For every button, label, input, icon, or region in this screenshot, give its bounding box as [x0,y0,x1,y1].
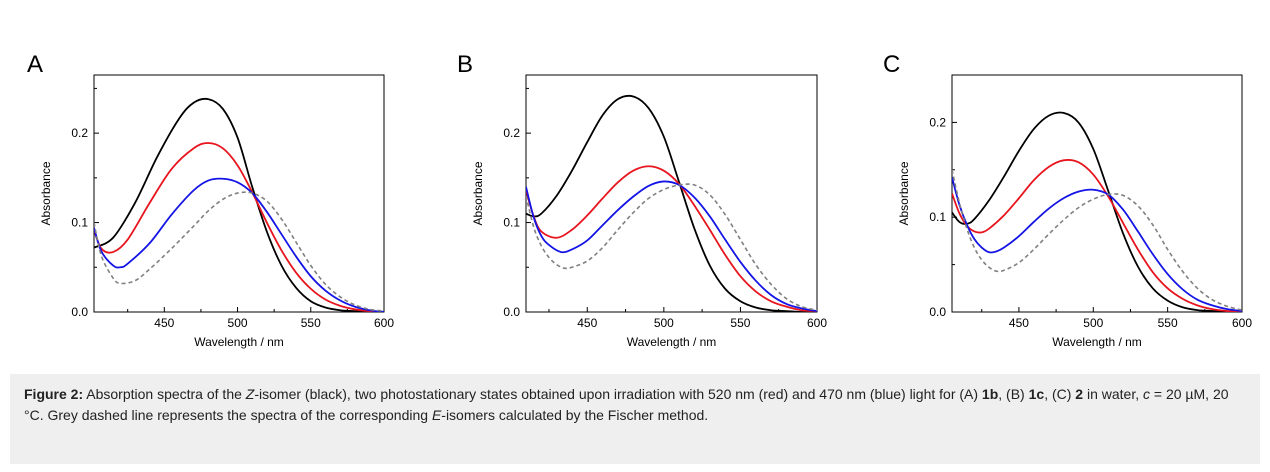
caption-text: , (B) [998,386,1029,402]
y-axis-title: Absorbance [471,161,485,225]
plot-frame [951,74,1243,313]
series-line-2 [526,180,817,312]
panel-label: A [27,51,43,78]
series-line-1 [526,165,817,312]
panel-label: B [457,51,473,78]
x-tick-label: 450 [1009,316,1029,330]
y-tick-label: 0.2 [71,126,88,140]
series-line-3 [94,191,384,312]
caption-text: in water, [1083,386,1144,402]
panel-label: C [883,51,900,78]
caption-text: , (C) [1044,386,1076,402]
x-tick-label: 600 [807,316,827,330]
x-tick-label: 500 [654,316,674,330]
figure-caption: Figure 2: Absorption spectra of the Z-is… [10,374,1260,464]
x-tick-label: 600 [1232,316,1252,330]
x-tick-label: 500 [228,316,248,330]
chart-panel-a: A 450 500 550 600 0.0 0.1 0.2 Wavelength / nm Abs… [27,51,394,349]
x-tick-label: 550 [1158,316,1178,330]
series-line-2 [94,177,384,312]
x-tick-label: 550 [730,316,750,330]
plot-frame [93,74,385,313]
caption-z-isomer: Z [245,386,255,402]
caption-text: = 20 µM, 20 °C. Grey dashed line represe… [24,386,1229,423]
x-tick-label: 450 [154,316,174,330]
y-tick-label: 0.0 [503,305,520,319]
y-axis-title: Absorbance [897,161,911,225]
x-axis-title: Wavelength / nm [194,335,284,349]
chart-panel-c: C 450 500 550 600 0.0 0.1 0.2 Wavelength / nm Abs… [883,51,1252,349]
series-line-3 [952,169,1242,311]
caption-compound: 1c [1028,386,1045,402]
series-line-0 [94,97,384,312]
y-tick-label: 0.2 [503,126,520,140]
plot-frame [525,74,818,313]
caption-compound: 1b [981,386,999,402]
x-tick-label: 550 [301,316,321,330]
caption-compound: 2 [1075,386,1084,402]
caption-e-isomer: E [431,407,442,423]
x-axis-title: Wavelength / nm [1052,335,1142,349]
y-tick-label: 0.1 [71,216,88,230]
y-tick-label: 0.2 [929,115,946,129]
caption-text: -isomers calculated by the Fischer metho… [441,407,709,423]
chart-panels: A 450 500 550 600 0.0 0.1 0.2 Wavelength / nm Abs… [27,51,1252,349]
series-line-2 [952,177,1242,312]
x-axis-title: Wavelength / nm [627,335,717,349]
series-line-3 [526,183,817,311]
chart-panel-b: B 450 500 550 600 0.0 0.1 0.2 Wavelength / nm Abs… [457,51,827,349]
x-tick-label: 500 [1083,316,1103,330]
caption-text: Absorption spectra of the [83,386,246,402]
y-tick-label: 0.1 [929,210,946,224]
series-line-0 [526,94,817,312]
y-tick-label: 0.0 [71,305,88,319]
y-tick-label: 0.0 [929,305,946,319]
series-line-0 [952,111,1242,312]
x-tick-label: 450 [577,316,597,330]
series-line-1 [94,142,384,312]
y-tick-label: 0.1 [503,216,520,230]
caption-label: Figure 2: [24,386,84,402]
caption-text: -isomer (black), two photostationary sta… [254,386,982,402]
caption-concentration-symbol: c [1143,386,1151,402]
series-line-1 [952,159,1242,312]
x-tick-label: 600 [374,316,394,330]
charts-canvas: A 450 500 550 600 0.0 0.1 0.2 Wavelength / nm Abs… [27,51,1252,349]
y-axis-title: Absorbance [39,161,53,225]
